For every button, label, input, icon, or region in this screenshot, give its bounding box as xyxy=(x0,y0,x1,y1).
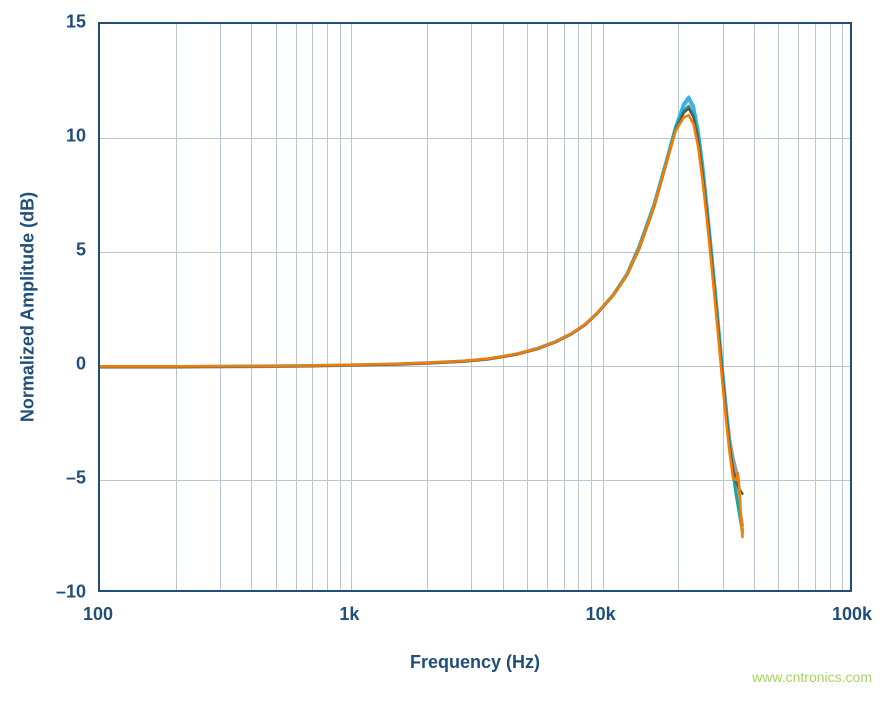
x-tick-label: 100 xyxy=(83,604,113,625)
watermark: www.cntronics.com xyxy=(752,669,872,685)
y-tick-label: 5 xyxy=(36,240,86,261)
y-axis-label: Normalized Amplitude (dB) xyxy=(18,192,39,422)
chart-lines xyxy=(100,24,854,594)
trace-dark xyxy=(100,108,742,493)
y-tick-label: –10 xyxy=(36,582,86,603)
x-tick-label: 100k xyxy=(832,604,872,625)
trace-orange xyxy=(100,115,742,537)
y-tick-label: –5 xyxy=(36,468,86,489)
x-axis-label: Frequency (Hz) xyxy=(410,652,540,673)
trace-gray xyxy=(100,99,742,525)
plot-area xyxy=(98,22,852,592)
x-tick-label: 10k xyxy=(586,604,616,625)
y-tick-label: 15 xyxy=(36,12,86,33)
trace-cyan xyxy=(100,97,742,532)
x-tick-label: 1k xyxy=(339,604,359,625)
y-tick-label: 0 xyxy=(36,354,86,375)
y-tick-label: 10 xyxy=(36,126,86,147)
trace-teal xyxy=(100,106,742,530)
frequency-response-chart: Frequency (Hz) Normalized Amplitude (dB)… xyxy=(0,0,884,705)
